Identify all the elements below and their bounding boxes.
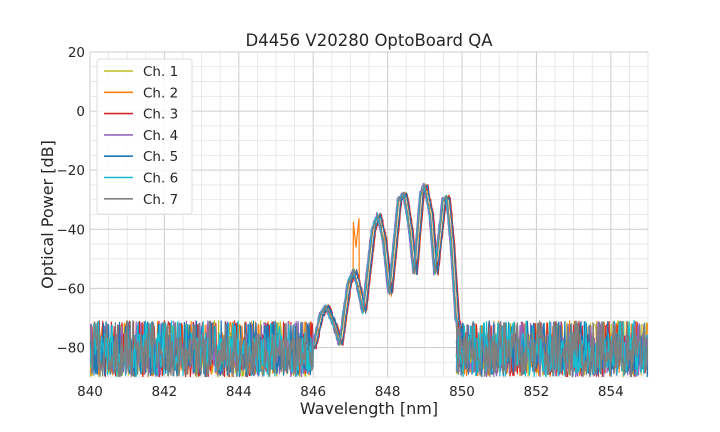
legend-label: Ch. 7	[143, 192, 178, 208]
y-tick-label: −60	[57, 281, 86, 297]
chart-title: D4456 V20280 OptoBoard QA	[245, 31, 493, 50]
x-tick-label: 852	[524, 384, 550, 400]
x-tick-label: 844	[226, 384, 252, 400]
x-tick-label: 840	[77, 384, 103, 400]
legend-label: Ch. 6	[143, 171, 178, 187]
legend: Ch. 1 Ch. 2 Ch. 3 Ch. 4 Ch. 5 Ch. 6 Ch. 7	[96, 58, 193, 215]
y-axis-title: Optical Power [dB]	[38, 140, 57, 289]
legend-label: Ch. 1	[143, 64, 178, 80]
x-tick-label: 850	[449, 384, 475, 400]
y-tick-label: 20	[68, 45, 85, 61]
legend-label: Ch. 4	[143, 128, 178, 144]
tick-layer: 840 842 844 846 848 850 852 854 20 0 −20 −40 −60 −80	[57, 45, 624, 400]
x-axis-title: Wavelength [nm]	[300, 399, 438, 418]
x-tick-label: 848	[375, 384, 401, 400]
legend-box	[96, 58, 193, 215]
legend-label: Ch. 5	[143, 149, 178, 165]
y-tick-label: −80	[57, 340, 86, 356]
y-tick-label: −40	[57, 222, 86, 238]
y-tick-label: 0	[76, 104, 85, 120]
series-line-7	[90, 183, 648, 377]
x-tick-label: 842	[152, 384, 178, 400]
legend-label: Ch. 3	[143, 107, 178, 123]
series-layer	[90, 182, 648, 377]
x-tick-label: 846	[300, 384, 326, 400]
legend-label: Ch. 2	[143, 85, 178, 101]
x-tick-label: 854	[598, 384, 624, 400]
y-tick-label: −20	[57, 163, 86, 179]
